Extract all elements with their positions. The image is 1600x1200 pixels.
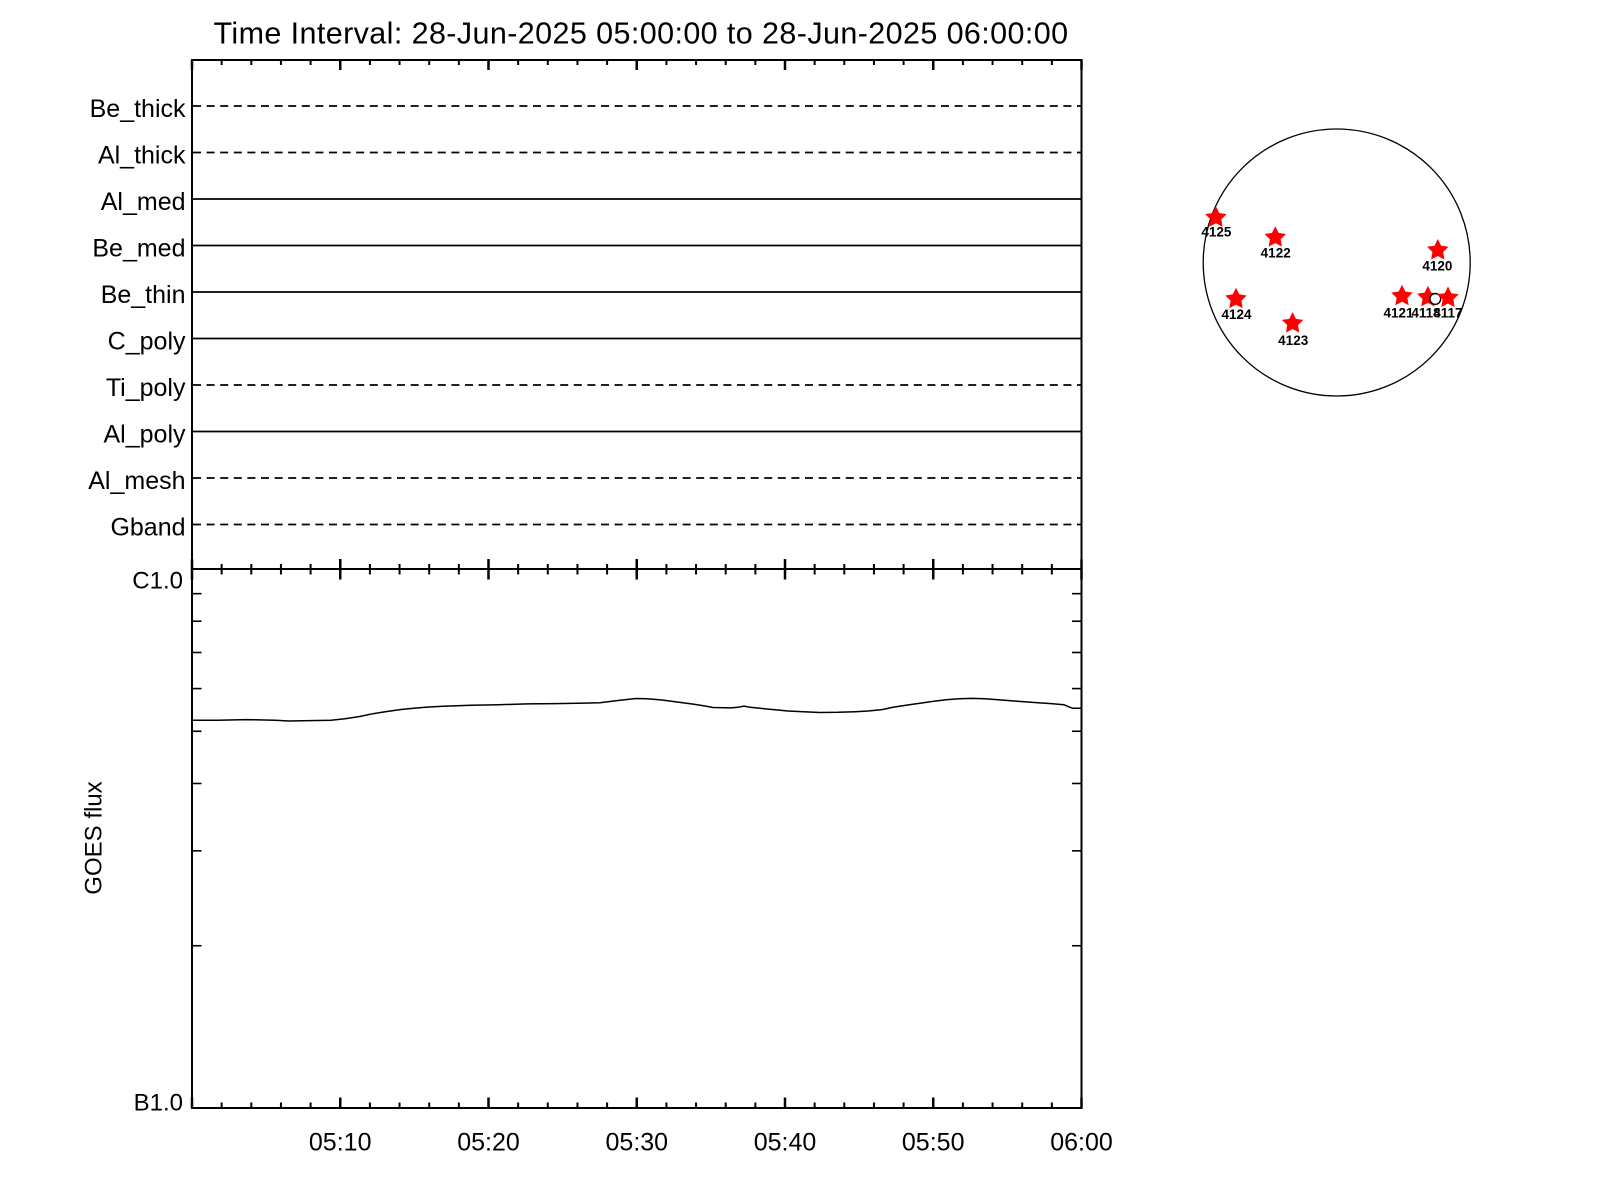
svg-text:06:00: 06:00 bbox=[1050, 1128, 1113, 1156]
svg-text:B1.0: B1.0 bbox=[134, 1089, 183, 1116]
svg-text:4123: 4123 bbox=[1278, 333, 1309, 348]
svg-text:05:30: 05:30 bbox=[606, 1128, 669, 1156]
svg-text:Al_mesh: Al_mesh bbox=[88, 467, 185, 495]
svg-text:05:50: 05:50 bbox=[902, 1128, 965, 1156]
svg-text:4124: 4124 bbox=[1221, 307, 1252, 322]
svg-text:Be_med: Be_med bbox=[92, 235, 185, 263]
svg-text:4120: 4120 bbox=[1422, 259, 1452, 274]
svg-text:Be_thick: Be_thick bbox=[90, 95, 186, 123]
svg-text:C_poly: C_poly bbox=[108, 328, 186, 356]
svg-text:4125: 4125 bbox=[1201, 225, 1232, 240]
svg-text:Al_poly: Al_poly bbox=[104, 421, 186, 449]
svg-text:Al_thick: Al_thick bbox=[98, 142, 186, 170]
svg-text:Time Interval: 28-Jun-2025 05:: Time Interval: 28-Jun-2025 05:00:00 to 2… bbox=[214, 17, 1069, 51]
svg-text:Al_med: Al_med bbox=[101, 188, 186, 216]
svg-text:Be_thin: Be_thin bbox=[101, 281, 186, 309]
svg-text:4122: 4122 bbox=[1261, 245, 1291, 260]
svg-text:05:40: 05:40 bbox=[754, 1128, 817, 1156]
svg-text:05:20: 05:20 bbox=[457, 1128, 520, 1156]
svg-text:Ti_poly: Ti_poly bbox=[106, 374, 186, 402]
svg-text:05:10: 05:10 bbox=[309, 1128, 372, 1156]
svg-text:4118: 4118 bbox=[1411, 306, 1441, 321]
svg-text:C1.0: C1.0 bbox=[132, 568, 183, 595]
svg-text:4117: 4117 bbox=[1433, 306, 1462, 321]
svg-text:GOES flux: GOES flux bbox=[81, 781, 108, 894]
svg-text:4121: 4121 bbox=[1383, 306, 1414, 321]
svg-text:Gband: Gband bbox=[110, 514, 185, 542]
